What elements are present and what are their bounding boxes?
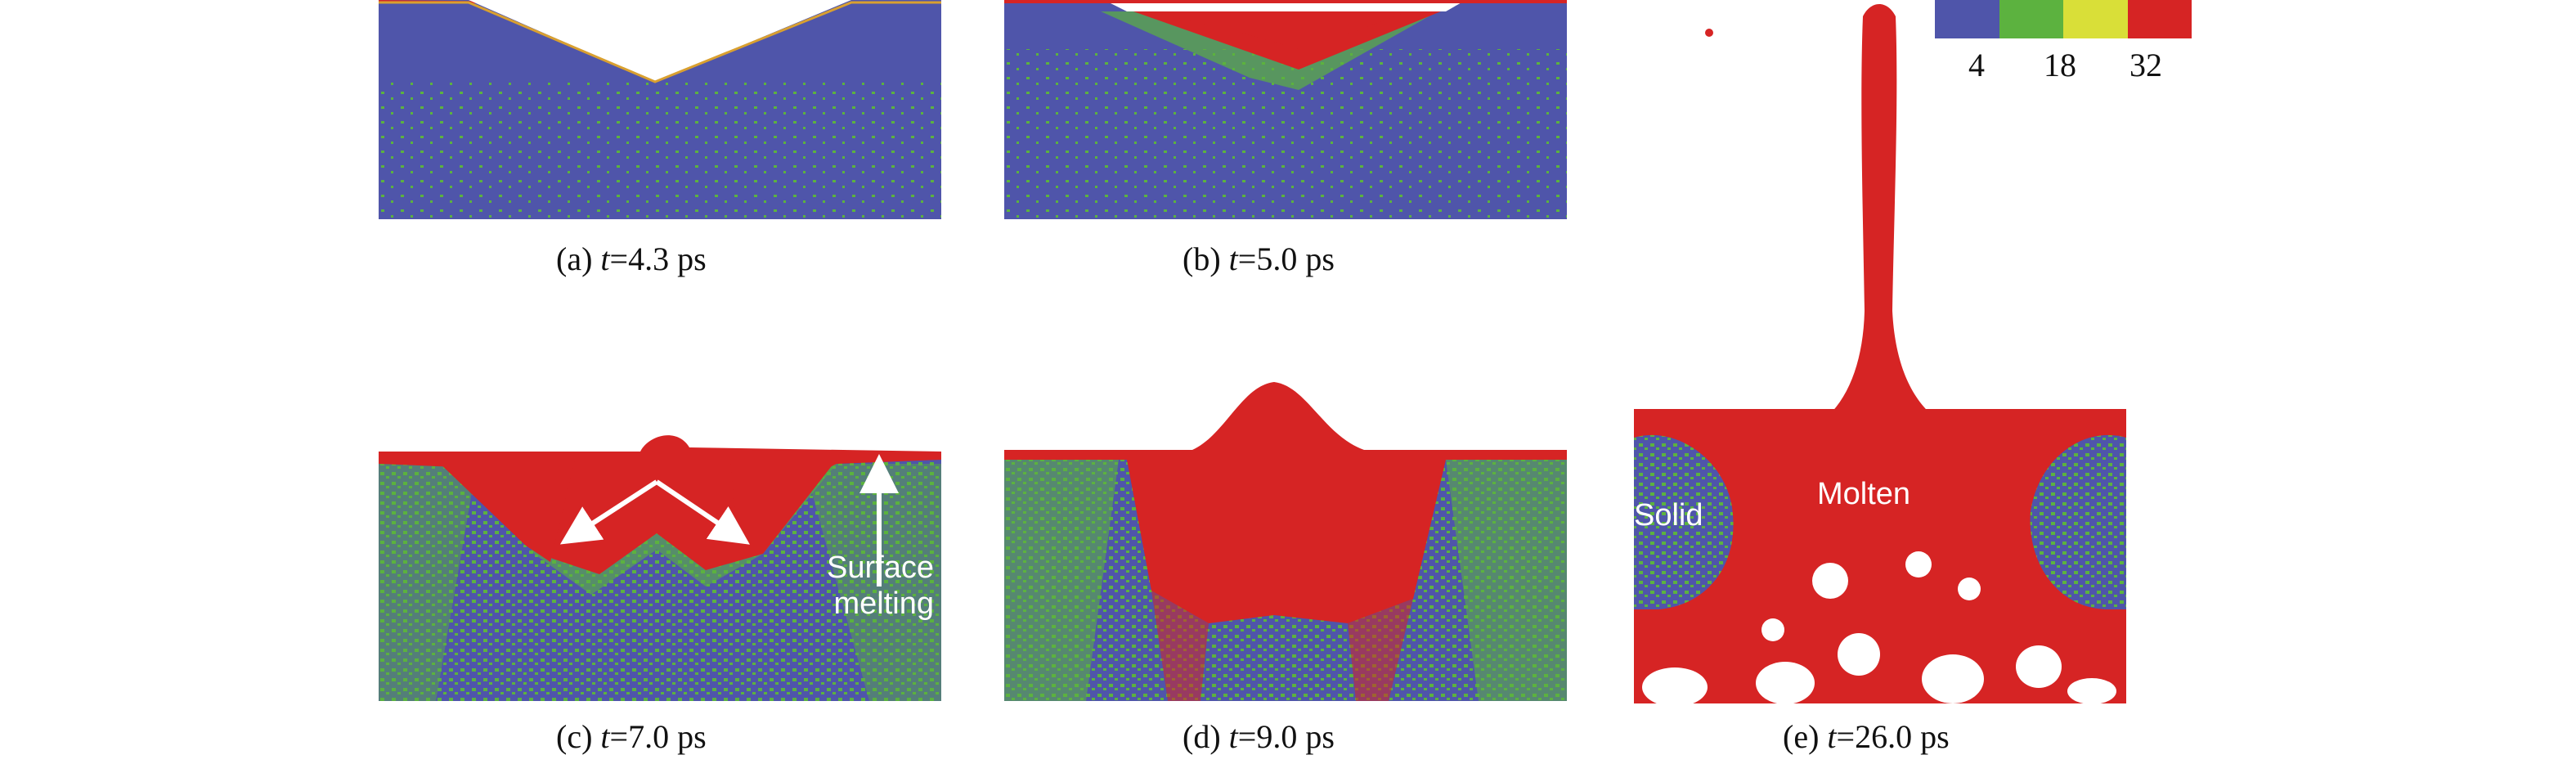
legend-tick-label: 32	[2129, 47, 2162, 83]
arrow-left	[559, 479, 658, 545]
annotation-solid: Solid	[1634, 498, 1703, 533]
caption-c: (c) t=7.0 ps	[556, 718, 707, 755]
legend-tick-label: 18	[2044, 47, 2076, 83]
legend-red-segment	[2127, 0, 2192, 38]
panel-e-image	[1626, 0, 2134, 703]
caption-b: (b) t=5.0 ps	[1183, 240, 1335, 277]
caption-d: (d) t=9.0 ps	[1183, 718, 1335, 755]
caption-e: (e) t=26.0 ps	[1783, 718, 1950, 755]
panel-d-image	[1004, 378, 1567, 701]
caption-a: (a) t=4.3 ps	[556, 240, 707, 277]
annotation-molten: Molten	[1817, 477, 1911, 511]
legend-blue-segment	[1935, 0, 1999, 38]
annotation-surface-melting: Surface melting	[827, 551, 934, 621]
panel-c-image	[379, 431, 941, 701]
legend-tick-label: 4	[1968, 47, 1985, 83]
legend-green-segment	[1999, 0, 2063, 38]
panel-a-image	[379, 0, 941, 219]
arrow-right	[655, 479, 750, 545]
legend-yellow-segment	[2063, 0, 2128, 38]
panel-b-image	[1004, 0, 1567, 219]
arrow-overlay	[559, 454, 899, 586]
color-legend-bar	[1935, 0, 2192, 38]
